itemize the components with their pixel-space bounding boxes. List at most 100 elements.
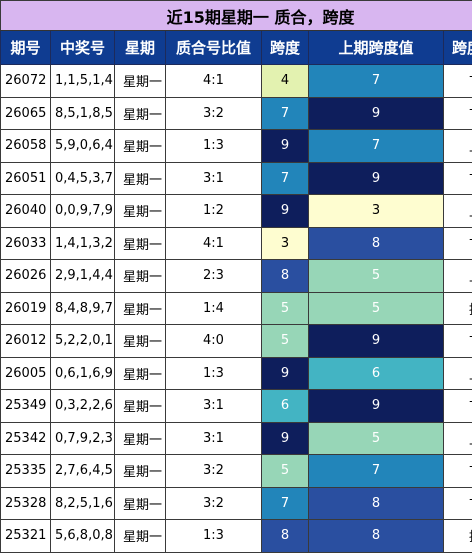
ratio-cell: 4:1 (165, 226, 262, 260)
day-cell: 星期一 (114, 64, 166, 98)
span-cell: 9 (261, 356, 309, 390)
ratio-cell: 1:3 (165, 519, 262, 553)
table-title: 近15期星期一 质合，跨度 (0, 0, 472, 31)
prev-span-cell: 7 (308, 64, 444, 98)
trend-cell: 上升 (442, 259, 472, 293)
header-period: 期号 (0, 30, 51, 65)
ratio-cell: 3:1 (165, 421, 262, 455)
numbers-cell: 0,3,2,2,6 (50, 389, 115, 423)
prev-span-cell: 5 (308, 291, 444, 325)
numbers-cell: 8,2,5,1,6 (50, 486, 115, 520)
span-cell: 9 (261, 421, 309, 455)
span-cell: 5 (261, 291, 309, 325)
period-cell: 25328 (0, 486, 51, 520)
period-cell: 26040 (0, 194, 51, 228)
day-cell: 星期一 (114, 226, 166, 260)
span-cell: 8 (261, 519, 309, 553)
prev-span-cell: 9 (308, 96, 444, 130)
trend-cell: 上升 (442, 129, 472, 163)
day-cell: 星期一 (114, 519, 166, 553)
trend-cell: 下降 (442, 64, 472, 98)
span-cell: 7 (261, 161, 309, 195)
header-row: 期号 中奖号 星期 质合号比值 跨度 上期跨度值 跨度趋势 (0, 30, 472, 65)
trend-cell: 上升 (442, 421, 472, 455)
period-cell: 25321 (0, 519, 51, 553)
ratio-cell: 1:3 (165, 356, 262, 390)
trend-cell: 持平 (442, 519, 472, 553)
day-cell: 星期一 (114, 421, 166, 455)
numbers-cell: 0,4,5,3,7 (50, 161, 115, 195)
period-cell: 25342 (0, 421, 51, 455)
span-cell: 7 (261, 486, 309, 520)
span-cell: 5 (261, 454, 309, 488)
trend-cell: 下降 (442, 324, 472, 358)
ratio-cell: 4:0 (165, 324, 262, 358)
header-ratio: 质合号比值 (165, 30, 262, 65)
day-cell: 星期一 (114, 454, 166, 488)
numbers-cell: 5,6,8,0,8 (50, 519, 115, 553)
ratio-cell: 1:2 (165, 194, 262, 228)
day-cell: 星期一 (114, 194, 166, 228)
period-cell: 25349 (0, 389, 51, 423)
ratio-cell: 3:2 (165, 454, 262, 488)
period-cell: 25335 (0, 454, 51, 488)
ratio-cell: 3:2 (165, 96, 262, 130)
prev-span-cell: 9 (308, 389, 444, 423)
span-cell: 5 (261, 324, 309, 358)
period-cell: 26033 (0, 226, 51, 260)
prev-span-cell: 8 (308, 226, 444, 260)
span-cell: 8 (261, 259, 309, 293)
day-cell: 星期一 (114, 129, 166, 163)
header-numbers: 中奖号 (50, 30, 115, 65)
ratio-cell: 1:4 (165, 291, 262, 325)
day-cell: 星期一 (114, 389, 166, 423)
period-cell: 26065 (0, 96, 51, 130)
day-cell: 星期一 (114, 96, 166, 130)
trend-cell: 下降 (442, 389, 472, 423)
period-cell: 26019 (0, 291, 51, 325)
prev-span-cell: 5 (308, 421, 444, 455)
header-trend: 跨度趋势 (442, 30, 472, 65)
numbers-cell: 5,9,0,6,4 (50, 129, 115, 163)
trend-cell: 上升 (442, 194, 472, 228)
header-day: 星期 (114, 30, 166, 65)
trend-cell: 下降 (442, 161, 472, 195)
period-cell: 26072 (0, 64, 51, 98)
prev-span-cell: 3 (308, 194, 444, 228)
period-cell: 26012 (0, 324, 51, 358)
span-cell: 6 (261, 389, 309, 423)
span-cell: 4 (261, 64, 309, 98)
numbers-cell: 0,0,9,7,9 (50, 194, 115, 228)
span-cell: 7 (261, 96, 309, 130)
day-cell: 星期一 (114, 356, 166, 390)
numbers-cell: 8,5,1,8,5 (50, 96, 115, 130)
period-cell: 26005 (0, 356, 51, 390)
trend-cell: 下降 (442, 226, 472, 260)
trend-cell: 下降 (442, 96, 472, 130)
span-cell: 9 (261, 194, 309, 228)
span-cell: 3 (261, 226, 309, 260)
numbers-cell: 5,2,2,0,1 (50, 324, 115, 358)
trend-cell: 下降 (442, 486, 472, 520)
trend-cell: 上升 (442, 356, 472, 390)
numbers-cell: 2,7,6,4,5 (50, 454, 115, 488)
prev-span-cell: 7 (308, 454, 444, 488)
prev-span-cell: 7 (308, 129, 444, 163)
period-cell: 26058 (0, 129, 51, 163)
ratio-cell: 4:1 (165, 64, 262, 98)
ratio-cell: 3:1 (165, 161, 262, 195)
trend-cell: 下降 (442, 454, 472, 488)
prev-span-cell: 6 (308, 356, 444, 390)
